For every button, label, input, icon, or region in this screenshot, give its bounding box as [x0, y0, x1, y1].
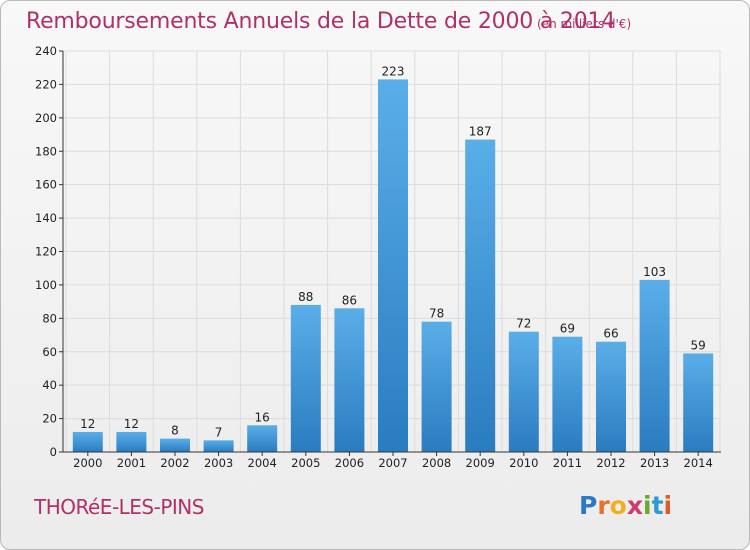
bar: [290, 304, 321, 452]
bar: [72, 431, 103, 452]
y-tick-label: 200: [35, 111, 57, 125]
x-tick-label: 2006: [335, 456, 364, 470]
data-label: 223: [382, 64, 405, 78]
bar: [378, 79, 408, 452]
y-tick-label: 80: [42, 311, 57, 325]
y-tick-label: 180: [35, 144, 57, 158]
bar: [683, 353, 714, 452]
bar: [116, 431, 147, 452]
data-label: 69: [560, 322, 575, 336]
data-label: 86: [342, 293, 357, 307]
y-tick-label: 140: [35, 211, 57, 225]
y-tick-label: 0: [50, 445, 57, 459]
x-tick-label: 2005: [291, 456, 320, 470]
x-tick-label: 2004: [248, 456, 277, 470]
bar: [465, 139, 496, 452]
data-label: 59: [691, 338, 706, 352]
bar: [203, 440, 234, 452]
x-tick-label: 2014: [684, 456, 713, 470]
data-label: 187: [469, 125, 492, 139]
y-tick-label: 60: [42, 345, 57, 359]
y-tick-label: 120: [35, 245, 57, 259]
chart-subtitle: (en milliers d'€): [537, 17, 632, 31]
x-tick-label: 2013: [640, 456, 669, 470]
x-tick-label: 2002: [160, 456, 189, 470]
x-tick-label: 2008: [422, 456, 451, 470]
data-label: 8: [171, 424, 179, 438]
data-label: 7: [215, 425, 223, 439]
commune-name: THORéE-LES-PINS: [34, 495, 204, 519]
bar: [596, 341, 626, 452]
x-tick-label: 2011: [553, 456, 582, 470]
data-label: 78: [429, 307, 444, 321]
y-tick-label: 220: [35, 77, 57, 91]
bar: [334, 308, 365, 452]
x-tick-label: 2000: [73, 456, 102, 470]
bar: [421, 321, 452, 452]
labels: 0 20 40 60 80 100 120 140 160 180 200 220 240 12 2000 1…: [35, 44, 713, 470]
bar: [247, 425, 278, 452]
data-label: 72: [516, 317, 531, 331]
axes: [59, 50, 721, 456]
x-tick-label: 2001: [117, 456, 146, 470]
bar: [639, 279, 670, 452]
y-tick-label: 160: [35, 178, 57, 192]
data-label: 12: [124, 417, 139, 431]
data-label: 12: [80, 417, 95, 431]
x-tick-label: 2007: [378, 456, 407, 470]
y-tick-label: 100: [35, 278, 57, 292]
data-label: 88: [298, 290, 313, 304]
data-label: 16: [255, 410, 270, 424]
y-tick-label: 20: [42, 412, 57, 426]
bar: [160, 438, 190, 452]
bars: [72, 79, 714, 452]
proxiti-logo: Proxiti: [579, 491, 673, 520]
data-label: 66: [603, 327, 618, 341]
y-tick-label: 40: [42, 378, 57, 392]
chart-title: Remboursements Annuels de la Dette de 20…: [26, 9, 616, 34]
x-tick-label: 2003: [204, 456, 233, 470]
x-tick-label: 2010: [509, 456, 538, 470]
y-tick-label: 240: [35, 44, 57, 58]
data-label: 103: [643, 265, 666, 279]
bar: [552, 336, 583, 452]
x-tick-label: 2012: [596, 456, 625, 470]
bar: [508, 331, 539, 452]
x-tick-label: 2009: [466, 456, 495, 470]
